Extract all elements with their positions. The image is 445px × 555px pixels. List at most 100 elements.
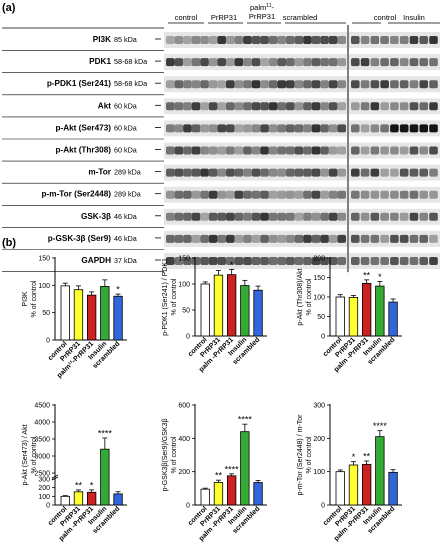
blot-band xyxy=(277,146,287,155)
lane-header: control xyxy=(175,13,198,22)
blot-band xyxy=(351,190,360,199)
blot-band xyxy=(320,168,329,177)
y-axis-label: % of control xyxy=(306,436,313,473)
blot-band xyxy=(286,168,295,177)
blot-band xyxy=(380,36,389,44)
y-axis-label: PI3K xyxy=(22,291,29,307)
blot-band xyxy=(311,257,321,265)
kda-label: 289 kDa xyxy=(114,168,141,177)
blot-band xyxy=(429,80,438,89)
blot-band xyxy=(429,124,438,133)
bar xyxy=(240,285,250,337)
panel-b-letter: (b) xyxy=(2,237,16,249)
blot-band xyxy=(294,212,304,221)
blot-band xyxy=(294,80,304,89)
blot-band xyxy=(303,58,312,67)
blot-band xyxy=(399,190,409,199)
blot-band xyxy=(268,257,278,265)
blot-band xyxy=(409,58,419,67)
blot-band xyxy=(303,102,312,111)
blot-band xyxy=(166,257,175,265)
blot-band xyxy=(399,234,409,243)
bar xyxy=(213,274,224,337)
blot-band xyxy=(320,124,329,133)
y-tick-label: 0 xyxy=(321,334,325,341)
blot-band xyxy=(303,234,312,243)
y-tick-label: 100 xyxy=(38,494,50,501)
blot-band xyxy=(260,168,269,177)
blot-band xyxy=(286,146,295,155)
blot-band xyxy=(286,80,295,89)
blot-band xyxy=(409,124,419,133)
blot-band xyxy=(268,146,278,155)
blot-band xyxy=(183,36,192,44)
blot-band xyxy=(251,102,261,111)
protein-label: p-m-Tor (Ser2448) xyxy=(42,190,112,199)
blot-band xyxy=(303,36,312,44)
blot-band xyxy=(226,190,235,199)
lane-header: scrambled xyxy=(283,13,318,22)
significance-label: * xyxy=(352,452,356,462)
y-tick-label: 300 xyxy=(313,403,325,410)
bar xyxy=(388,301,398,337)
blot-band xyxy=(286,124,295,133)
blot-band xyxy=(166,36,175,44)
blot-band xyxy=(174,102,184,111)
blot-band xyxy=(380,58,389,67)
blot-band xyxy=(183,190,192,199)
blot-band xyxy=(191,146,201,155)
blot-band xyxy=(320,234,329,243)
blot-band xyxy=(419,102,429,111)
blot-band xyxy=(390,80,399,89)
blot-band xyxy=(419,124,429,133)
significance-label: **** xyxy=(98,428,113,438)
bar xyxy=(100,448,110,506)
blot-band xyxy=(351,80,360,89)
blot-band xyxy=(360,58,370,67)
blot-band xyxy=(226,234,235,243)
blot-band xyxy=(351,146,360,155)
blot-band xyxy=(286,58,295,67)
blot-band xyxy=(166,168,175,177)
blot-band xyxy=(399,36,409,44)
blot-band xyxy=(320,36,329,44)
blot-band xyxy=(243,190,252,199)
blot-band xyxy=(380,80,389,89)
blot-band xyxy=(234,257,244,265)
blot-band xyxy=(277,58,287,67)
blot-band xyxy=(260,190,269,199)
blot-band xyxy=(208,146,218,155)
y-tick-label: 300 xyxy=(38,477,50,484)
blot-band xyxy=(320,58,329,67)
significance-label: ** xyxy=(363,452,371,462)
blot-band xyxy=(268,58,278,67)
blot-band xyxy=(251,124,261,133)
blot-band xyxy=(260,102,269,111)
blot-band xyxy=(303,146,312,155)
bar xyxy=(200,283,210,337)
blot-band xyxy=(294,124,304,133)
blot-band xyxy=(166,234,175,243)
blot-band xyxy=(268,124,278,133)
significance-label: * xyxy=(90,480,94,490)
bar xyxy=(361,282,372,337)
blot-band xyxy=(200,146,209,155)
blot-band xyxy=(399,124,409,133)
bar-chart: 0 100 200 300 p-m-Tor (Ser2448) / m-Tor% of … xyxy=(297,403,402,543)
blot-band xyxy=(370,80,380,89)
blot-band xyxy=(226,168,235,177)
significance-label: * xyxy=(230,260,234,270)
blot-band xyxy=(217,146,227,155)
blot-band xyxy=(226,146,235,155)
y-tick-label: 50 xyxy=(317,314,325,321)
blot-band xyxy=(260,124,269,133)
blot-band xyxy=(370,212,380,221)
blot-band xyxy=(260,80,269,89)
blot-band xyxy=(286,212,295,221)
blot-band xyxy=(380,124,389,133)
bar xyxy=(113,493,123,506)
blot-band xyxy=(409,257,419,265)
blot-band xyxy=(200,80,209,89)
blot-band xyxy=(174,146,184,155)
